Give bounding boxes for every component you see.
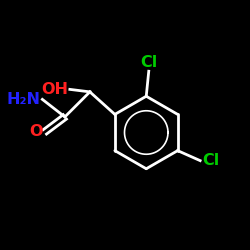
Text: OH: OH: [41, 82, 68, 97]
Text: H₂N: H₂N: [6, 92, 40, 107]
Text: Cl: Cl: [140, 55, 158, 70]
Text: O: O: [29, 124, 43, 140]
Text: Cl: Cl: [202, 153, 220, 168]
